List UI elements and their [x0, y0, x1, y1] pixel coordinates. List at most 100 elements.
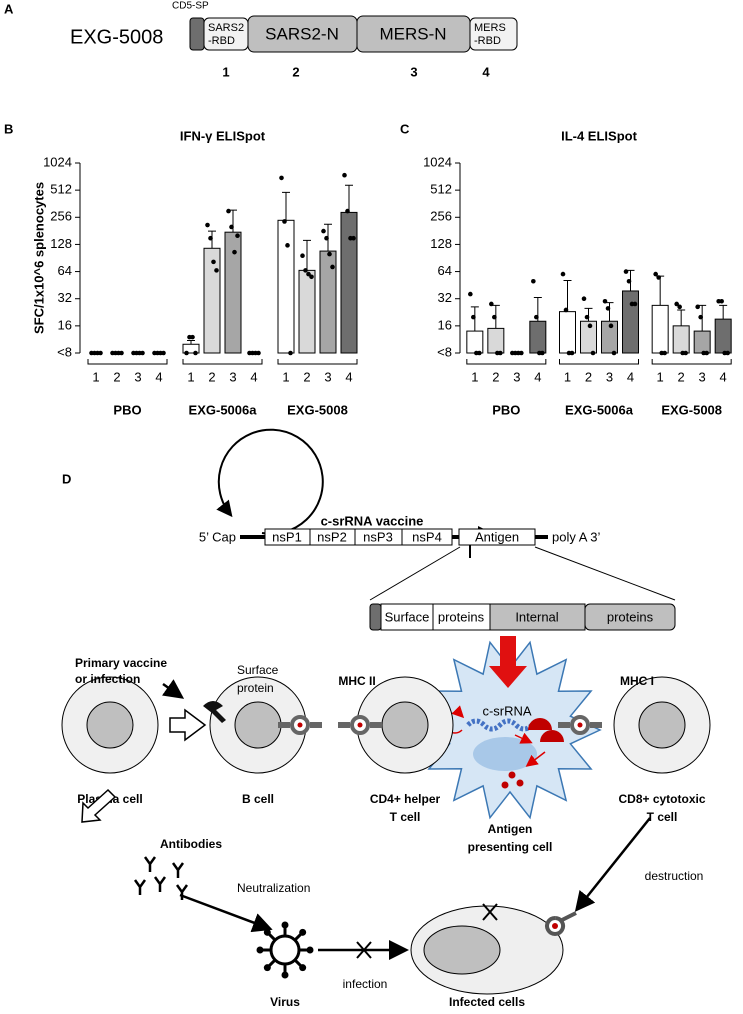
virus-knob: [281, 921, 289, 929]
data-point: [256, 350, 261, 356]
nucleus: [234, 701, 282, 749]
bar: [340, 211, 358, 354]
data-point: [656, 275, 661, 280]
series-label: 3: [229, 369, 236, 384]
data-point: [626, 278, 632, 284]
data-point: [235, 233, 240, 238]
series-label: 1: [564, 369, 571, 384]
secretion-arrow: [81, 788, 117, 823]
error-bar: [303, 239, 311, 271]
peptide: [357, 722, 363, 728]
x-category-label: PBO: [492, 402, 520, 417]
group-bracket: [559, 359, 639, 365]
processing-arrow: [525, 751, 546, 767]
y-tick-label: 512: [50, 182, 72, 197]
data-point: [193, 350, 198, 356]
virus-knob: [263, 928, 271, 936]
data-point: [698, 314, 703, 320]
antibody: [171, 862, 185, 878]
virus-knob: [299, 928, 307, 936]
x-category-label: EXG-5006a: [189, 402, 258, 417]
virus-knob: [256, 946, 264, 954]
series-label: 3: [606, 369, 613, 384]
infection-label: infection: [343, 977, 388, 991]
cap-label: 5’ Cap: [199, 529, 236, 544]
cell-label: presenting cell: [468, 840, 553, 854]
data-point: [560, 271, 566, 277]
bar: [298, 269, 316, 354]
destruction-label: destruction: [645, 869, 704, 883]
data-point: [98, 350, 103, 356]
data-point: [534, 314, 539, 320]
data-point: [683, 350, 688, 356]
antibody: [153, 876, 167, 892]
bar: [559, 311, 576, 354]
y-tick-label: <8: [57, 344, 72, 359]
data-point: [719, 298, 724, 304]
proteasome: [528, 718, 552, 730]
data-point: [205, 222, 210, 228]
y-tick-label: 16: [58, 317, 72, 332]
trigger-arrow: [161, 679, 185, 699]
error-bar: [656, 275, 665, 306]
data-point: [695, 304, 700, 310]
delivery-arrow: [489, 636, 527, 688]
nucleus: [86, 701, 134, 749]
panel-label: D: [62, 471, 71, 486]
data-point: [477, 350, 482, 356]
data-point: [677, 304, 682, 310]
translation-arrow: [514, 732, 533, 744]
replication-arrow: [216, 428, 324, 535]
data-point: [211, 259, 216, 265]
neutralization-label: Neutralization: [237, 881, 310, 895]
data-point: [602, 298, 608, 304]
data-point: [471, 314, 476, 320]
segment: [469, 17, 518, 51]
data-point: [321, 228, 326, 234]
segment-label: SARS2-N: [265, 24, 339, 43]
error-bar: [229, 209, 237, 233]
gene-label: Antigen: [475, 529, 519, 544]
series-label: 1: [187, 369, 194, 384]
peptide: [577, 722, 583, 728]
series-label: 4: [720, 369, 727, 384]
antigen-part: [380, 603, 434, 631]
gene-label: nsP2: [317, 529, 347, 544]
data-point: [119, 350, 124, 356]
y-tick-label: 32: [438, 290, 452, 305]
error-bar: [282, 191, 290, 221]
y-tick-label: 1024: [423, 154, 452, 169]
surface-protein-label: Surface: [237, 663, 279, 677]
data-point: [303, 268, 308, 273]
bar: [487, 327, 505, 354]
zoom-line: [369, 546, 461, 601]
series-label: 4: [534, 369, 541, 384]
tail-label: poly A 3’: [552, 529, 601, 544]
data-point: [184, 350, 189, 356]
construct-name: EXG-5008: [70, 26, 163, 48]
data-point: [519, 350, 524, 356]
rna-strand: [466, 718, 534, 732]
series-label: 2: [113, 369, 120, 384]
error-bar: [677, 309, 686, 326]
data-point: [569, 350, 575, 356]
destruction-arrow: [574, 817, 651, 912]
group-bracket: [277, 359, 358, 365]
virus: [256, 921, 314, 979]
panel-label: C: [400, 121, 410, 136]
bar: [224, 231, 242, 354]
segment-number: 3: [410, 64, 417, 79]
y-tick-label: 1024: [43, 154, 72, 169]
data-point: [229, 224, 234, 230]
cell-label: Antigen: [488, 822, 533, 836]
data-point: [161, 350, 166, 356]
bar: [622, 290, 639, 354]
gene-box: [458, 528, 536, 546]
data-point: [282, 219, 287, 224]
data-point: [351, 235, 356, 241]
y-tick-label: 256: [430, 209, 452, 224]
series-label: 1: [92, 369, 99, 384]
trigger-label: or infection: [75, 672, 140, 686]
